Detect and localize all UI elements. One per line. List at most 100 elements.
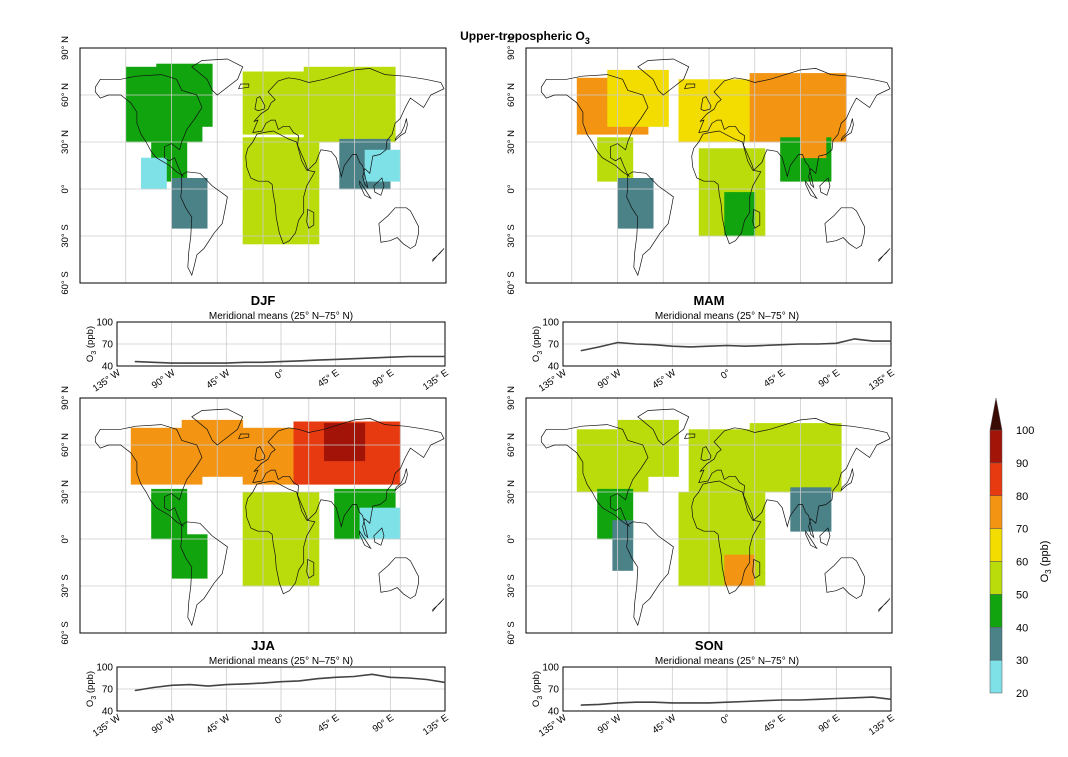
heat-cell — [648, 95, 654, 102]
heat-cell — [156, 459, 162, 466]
heat-cell — [135, 446, 142, 454]
heat-cell — [278, 498, 284, 505]
heat-cell — [247, 162, 254, 170]
heat-cell — [313, 79, 320, 86]
heat-cell — [379, 452, 386, 460]
heat-cell — [668, 470, 674, 477]
heat-cell — [283, 523, 289, 530]
heat-cell — [202, 534, 208, 541]
heat-cell — [800, 151, 806, 159]
meridional-mean-point — [617, 341, 619, 344]
heat-cell — [703, 529, 710, 537]
heat-cell — [329, 66, 335, 74]
heat-cell — [344, 495, 350, 502]
heat-cell — [242, 440, 249, 447]
heat-cell — [688, 79, 695, 86]
heat-cell — [278, 115, 284, 123]
heat-cell — [288, 471, 294, 479]
heat-cell — [790, 80, 796, 88]
heat-cell — [166, 513, 172, 521]
heat-cell — [252, 96, 259, 104]
heat-cell — [242, 156, 249, 163]
heat-cell — [663, 432, 669, 440]
heat-cell — [825, 518, 832, 526]
heat-cell — [369, 507, 376, 515]
heat-cell — [191, 470, 198, 477]
heat-cell — [303, 440, 310, 447]
heat-cell — [257, 548, 264, 556]
heat-cell — [653, 88, 659, 96]
heat-cell — [303, 210, 310, 218]
meridional-mean-point — [854, 697, 856, 699]
heat-cell — [191, 95, 198, 102]
heat-cell — [390, 110, 396, 118]
heat-cell — [688, 542, 695, 549]
heat-cell — [724, 554, 730, 562]
heat-cell — [825, 79, 832, 86]
heat-cell — [703, 129, 710, 137]
heat-cell — [191, 113, 198, 121]
heat-cell — [658, 69, 664, 77]
heat-cell — [754, 485, 761, 493]
heat-cell — [308, 446, 315, 454]
heat-cell — [166, 156, 172, 163]
heat-cell — [714, 129, 720, 137]
heat-cell — [385, 79, 391, 86]
heat-cell — [770, 435, 776, 443]
heat-cell — [637, 463, 644, 471]
heat-cell — [744, 560, 751, 568]
heat-cell — [303, 223, 310, 231]
heat-cell — [176, 63, 183, 71]
heat-cell — [334, 513, 340, 521]
heat-cell — [268, 548, 274, 556]
heat-cell — [831, 110, 837, 118]
heat-cell — [151, 104, 157, 112]
heat-cell — [709, 567, 715, 574]
heat-cell — [632, 178, 639, 185]
heat-cell — [298, 174, 305, 182]
heat-cell — [836, 73, 842, 80]
heat-cell — [617, 470, 623, 477]
heat-cell — [724, 79, 730, 86]
heat-cell — [308, 149, 315, 157]
heat-cell — [151, 507, 157, 515]
heat-cell — [764, 435, 771, 443]
heat-cell — [587, 121, 593, 129]
heat-cell — [156, 163, 162, 171]
heat-cell — [714, 560, 720, 568]
heat-cell — [795, 137, 801, 144]
heat-cell — [693, 560, 700, 568]
heat-cell — [196, 553, 203, 560]
heat-cell — [146, 170, 152, 177]
heat-cell — [729, 135, 735, 143]
heat-cell — [678, 542, 684, 549]
y-tick-label: 40 — [102, 362, 114, 373]
heat-cell — [318, 129, 325, 137]
heat-cell — [334, 85, 340, 93]
heat-cell — [283, 77, 289, 85]
heat-cell — [141, 116, 147, 124]
heat-cell — [637, 184, 644, 191]
heat-cell — [637, 113, 644, 121]
heat-cell — [222, 426, 228, 433]
heat-cell — [222, 445, 228, 452]
heat-cell — [592, 127, 598, 135]
heat-cell — [709, 79, 715, 86]
heat-cell — [703, 123, 710, 130]
heat-cell — [374, 149, 381, 157]
meridional-mean-point — [726, 701, 728, 703]
heat-cell — [658, 432, 664, 440]
heat-cell — [627, 149, 634, 157]
heat-cell — [390, 465, 396, 473]
heat-cell — [303, 421, 310, 429]
heat-cell — [278, 102, 284, 110]
heat-cell — [709, 116, 715, 124]
heat-cell — [775, 473, 781, 480]
heat-cell — [754, 567, 761, 574]
heat-cell — [617, 113, 623, 121]
heat-cell — [795, 454, 801, 462]
heat-cell — [395, 156, 401, 163]
heat-cell — [663, 120, 669, 127]
heat-cell — [714, 148, 720, 155]
heat-cell — [247, 193, 254, 201]
